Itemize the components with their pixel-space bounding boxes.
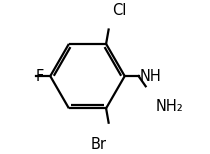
Text: Cl: Cl — [112, 3, 126, 18]
Text: NH: NH — [139, 69, 161, 84]
Text: NH₂: NH₂ — [155, 99, 183, 113]
Text: F: F — [35, 69, 44, 84]
Text: Br: Br — [91, 137, 106, 152]
